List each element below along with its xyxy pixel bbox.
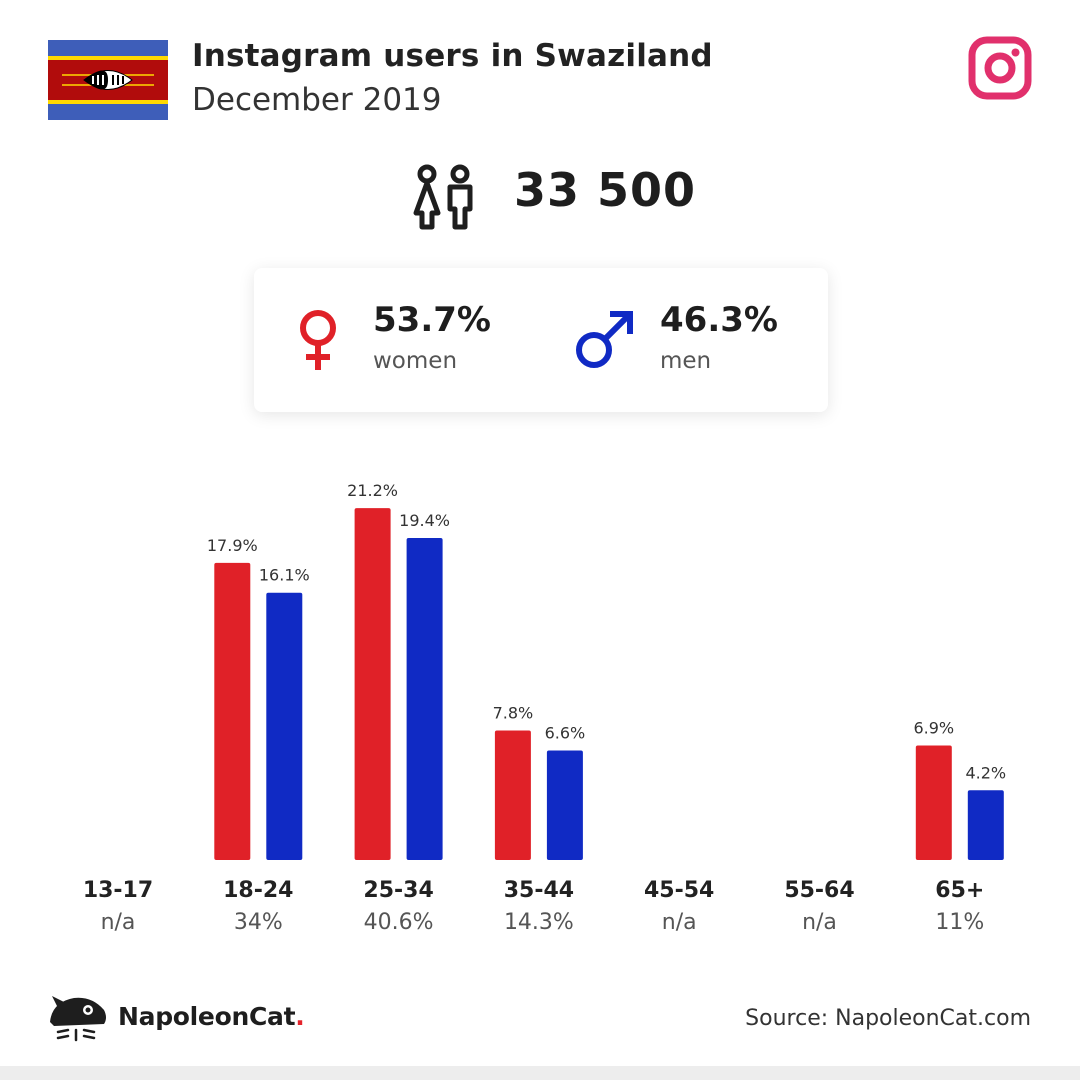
bar-18-24-men bbox=[266, 592, 303, 860]
bar-25-34-women bbox=[354, 508, 391, 860]
bar-label-18-24-men: 16.1% bbox=[259, 566, 310, 585]
age-label-45-54: 45-54 bbox=[644, 878, 715, 903]
age-total-45-54: n/a bbox=[661, 910, 697, 935]
age-gender-bar-chart: 17.9%16.1% 21.2%19.4% 7.8% 6.6% 6.9% 4.2% bbox=[207, 481, 1006, 860]
age-total-18-24: 34% bbox=[233, 910, 283, 935]
footer-strip bbox=[0, 1066, 1080, 1080]
age-total-25-34: 40.6% bbox=[363, 910, 434, 935]
men-label: men bbox=[660, 348, 712, 374]
users-icon bbox=[413, 164, 473, 230]
men-percent: 46.3% bbox=[660, 300, 778, 340]
male-symbol-icon bbox=[576, 311, 633, 368]
age-total-35-44: 14.3% bbox=[503, 910, 574, 935]
age-label-25-34: 25-34 bbox=[363, 878, 434, 903]
brand-dot: . bbox=[295, 1002, 305, 1031]
swaziland-flag-icon bbox=[48, 40, 168, 120]
age-total-65+: 11% bbox=[935, 910, 985, 935]
female-symbol-icon bbox=[300, 310, 336, 370]
women-percent: 53.7% bbox=[373, 300, 491, 340]
bar-label-25-34-women: 21.2% bbox=[347, 481, 398, 500]
total-users-value: 33 500 bbox=[514, 163, 697, 217]
women-label: women bbox=[373, 348, 458, 374]
page-subtitle: December 2019 bbox=[192, 82, 442, 118]
bar-label-35-44-women: 7.8% bbox=[493, 704, 534, 723]
age-label-55-64: 55-64 bbox=[784, 878, 855, 903]
bar-65+-men bbox=[967, 790, 1004, 860]
age-total-13-17: n/a bbox=[100, 910, 136, 935]
age-label-65+: 65+ bbox=[935, 878, 985, 903]
bar-label-25-34-men: 19.4% bbox=[399, 511, 450, 530]
bar-18-24-women bbox=[214, 562, 251, 860]
bar-35-44-men bbox=[546, 750, 583, 860]
bar-label-35-44-men: 6.6% bbox=[545, 723, 586, 742]
brand-name[interactable]: NapoleonCat. bbox=[118, 1002, 305, 1031]
age-label-18-24: 18-24 bbox=[223, 878, 294, 903]
bar-label-65+-women: 6.9% bbox=[913, 718, 954, 737]
age-total-55-64: n/a bbox=[802, 910, 837, 935]
gender-card bbox=[254, 268, 828, 412]
bar-35-44-women bbox=[494, 730, 531, 860]
bar-label-18-24-women: 17.9% bbox=[207, 536, 258, 555]
age-label-13-17: 13-17 bbox=[82, 878, 154, 903]
page-title: Instagram users in Swaziland bbox=[192, 38, 713, 74]
brand-name-text: NapoleonCat bbox=[118, 1002, 296, 1031]
instagram-icon[interactable] bbox=[968, 36, 1032, 100]
source-credit: Source: NapoleonCat.com bbox=[745, 1006, 1031, 1031]
bar-label-65+-men: 4.2% bbox=[965, 763, 1006, 782]
bar-65+-women bbox=[915, 745, 952, 860]
napoleoncat-logo-icon bbox=[50, 996, 106, 1042]
age-label-35-44: 35-44 bbox=[503, 878, 575, 903]
bar-25-34-men bbox=[406, 537, 443, 860]
